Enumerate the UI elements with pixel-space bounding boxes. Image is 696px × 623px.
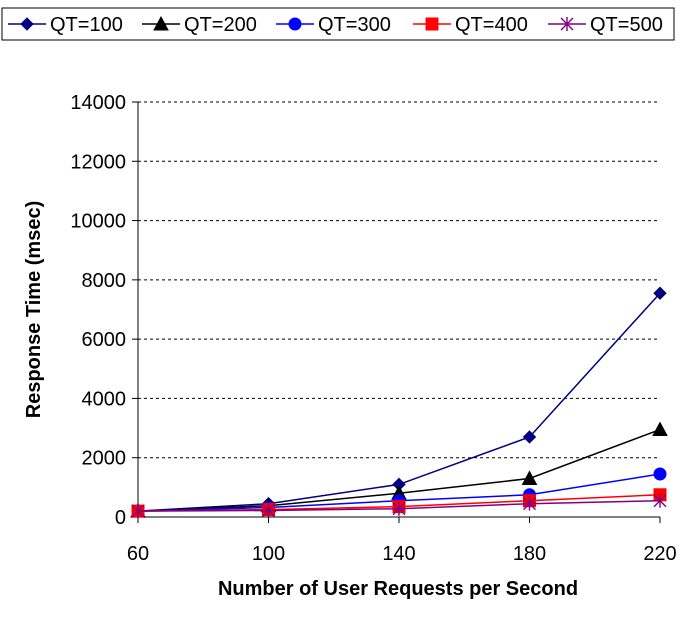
y-tick-label: 12000	[70, 151, 126, 173]
legend-item: QT=100	[8, 14, 123, 36]
legend-marker	[288, 17, 302, 31]
data-point	[652, 421, 668, 437]
y-tick-label: 4000	[82, 388, 127, 410]
x-axis-title: Number of User Requests per Second	[218, 578, 578, 600]
data-point	[523, 496, 536, 511]
data-point	[653, 493, 667, 508]
legend-label: QT=100	[50, 14, 123, 36]
legend-marker	[153, 15, 169, 31]
y-tick-label: 2000	[82, 448, 127, 470]
x-tick-label: 180	[513, 543, 546, 565]
x-tick-label: 140	[382, 543, 415, 565]
legend-label: QT=200	[184, 14, 257, 36]
data-point	[262, 503, 275, 518]
legend-label: QT=300	[318, 14, 391, 36]
series-layer	[130, 286, 668, 519]
legend-label: QT=500	[590, 14, 663, 36]
legend-label: QT=400	[455, 14, 528, 36]
legend-marker	[20, 17, 34, 31]
data-point	[653, 286, 667, 300]
legend-item: QT=500	[548, 14, 663, 36]
y-tick-label: 10000	[70, 211, 126, 233]
legend-marker	[425, 17, 439, 31]
x-tick-label: 220	[643, 543, 676, 565]
y-tick-label: 6000	[82, 329, 127, 351]
series-qt-500	[131, 493, 667, 519]
x-tick-label: 100	[252, 543, 285, 565]
data-point	[521, 470, 538, 485]
data-point	[653, 467, 667, 481]
data-point	[131, 504, 145, 519]
legend-marker	[560, 17, 574, 31]
axes: 0 2000 4000 6000 8000 10000 12000 14000 60 100 140…	[70, 92, 676, 565]
y-axis-title: Response Time (msec)	[23, 201, 45, 419]
legend-item: QT=400	[413, 14, 528, 36]
gridlines	[138, 101, 660, 459]
legend: QT=100 QT=200 QT=300 QT=400 QT=500	[1, 7, 675, 41]
legend-item: QT=300	[276, 14, 391, 36]
x-tick-label: 60	[127, 543, 149, 565]
series-qt-100	[131, 286, 667, 518]
data-point	[392, 501, 406, 516]
legend-item: QT=200	[142, 14, 257, 36]
y-tick-label: 0	[115, 507, 126, 529]
data-point	[522, 430, 537, 444]
y-tick-label: 8000	[82, 270, 127, 292]
y-tick-label: 14000	[70, 92, 126, 114]
